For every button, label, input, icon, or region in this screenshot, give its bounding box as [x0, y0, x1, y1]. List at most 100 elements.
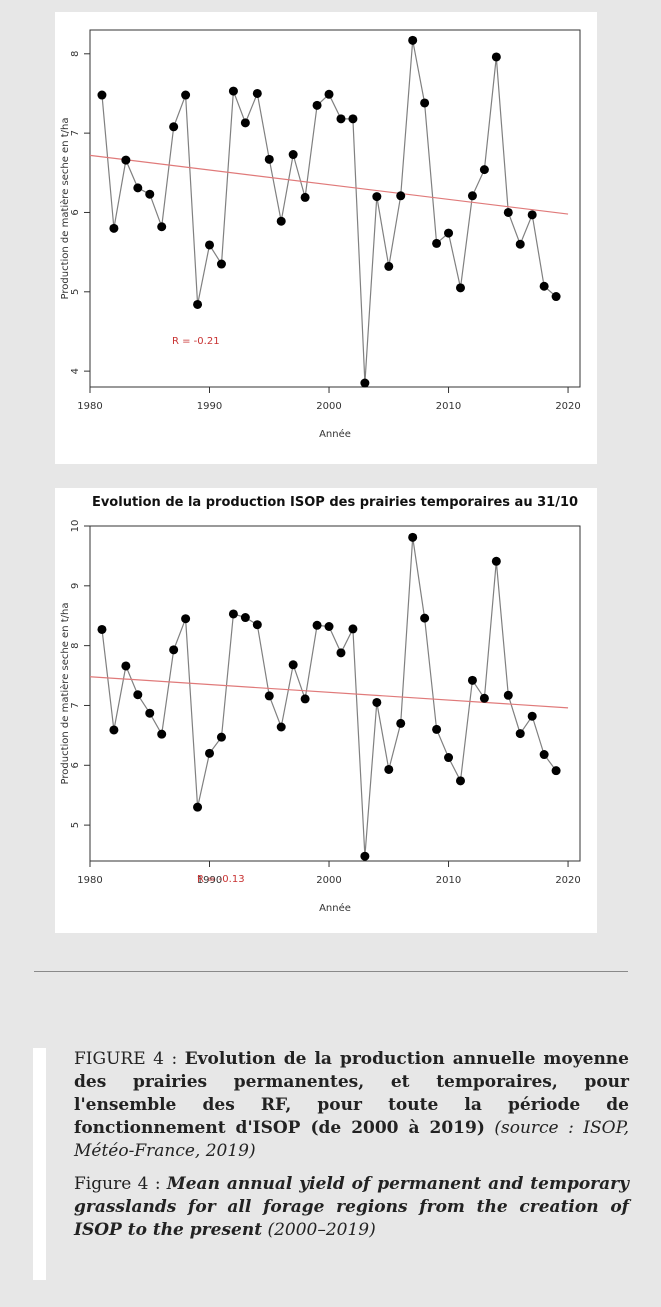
- x-tick-label: 1980: [77, 875, 102, 886]
- data-point: [515, 239, 525, 249]
- caption-en-title: Mean annual yield of permanent and tempo…: [74, 1174, 629, 1240]
- data-point: [432, 724, 442, 734]
- caption-french: FIGURE 4 : Evolution de la production an…: [74, 1048, 629, 1163]
- y-tick-label: 7: [70, 702, 81, 708]
- x-axis-label: Année: [319, 902, 351, 914]
- y-tick-label: 10: [70, 520, 81, 533]
- data-point: [121, 661, 131, 671]
- data-point: [336, 648, 346, 658]
- data-point: [384, 764, 394, 774]
- data-point: [551, 766, 561, 776]
- data-point: [467, 675, 477, 685]
- data-point: [216, 732, 226, 742]
- caption-en-prefix: Figure 4 :: [74, 1174, 167, 1194]
- data-point: [228, 609, 238, 619]
- correlation-label: R = -0.21: [172, 336, 220, 347]
- data-point: [539, 750, 549, 760]
- data-point: [216, 259, 226, 269]
- x-tick-label: 2020: [555, 875, 580, 886]
- data-point: [121, 155, 131, 165]
- y-tick-label: 5: [70, 822, 81, 828]
- data-point: [252, 88, 262, 98]
- data-point: [205, 748, 215, 758]
- y-tick-label: 4: [70, 368, 81, 374]
- data-point: [527, 210, 537, 220]
- data-point: [145, 189, 155, 199]
- data-point: [384, 261, 394, 271]
- data-point: [348, 114, 358, 124]
- data-point: [288, 150, 298, 160]
- data-point: [169, 122, 179, 132]
- data-point: [228, 86, 238, 96]
- caption-side-bar: [33, 1048, 46, 1280]
- data-point: [360, 851, 370, 861]
- data-point: [276, 216, 286, 226]
- y-tick-label: 5: [70, 289, 81, 295]
- data-point: [551, 292, 561, 302]
- data-point: [169, 645, 179, 655]
- y-tick-label: 6: [70, 209, 81, 215]
- data-point: [181, 614, 191, 624]
- data-point: [444, 228, 454, 238]
- trend-line: [89, 154, 569, 215]
- data-point: [479, 693, 489, 703]
- data-point: [372, 697, 382, 707]
- data-point: [372, 192, 382, 202]
- x-tick-label: 2010: [436, 401, 461, 412]
- data-point: [515, 729, 525, 739]
- data-point: [348, 624, 358, 634]
- caption-fr-prefix: FIGURE 4 :: [74, 1049, 185, 1069]
- trend-line: [89, 676, 569, 709]
- data-point: [109, 223, 119, 233]
- x-axis-label: Année: [319, 428, 351, 440]
- data-point: [300, 192, 310, 202]
- x-tick-label: 1990: [197, 875, 222, 886]
- data-point: [396, 191, 406, 201]
- data-point: [240, 613, 250, 623]
- x-tick-label: 1980: [77, 401, 102, 412]
- data-point: [324, 622, 334, 631]
- caption-fr-source: (source : ISOP, Météo-France, 2019): [74, 1118, 629, 1161]
- chart-panel-permanent: 1980 1990 2000 2010 2020 4 5 6 7 8 Année Production…: [55, 12, 597, 464]
- data-point: [133, 690, 143, 700]
- data-point: [432, 238, 442, 248]
- data-point: [252, 620, 262, 630]
- figure-caption: FIGURE 4 : Evolution de la production an…: [33, 1048, 629, 1280]
- x-tick-label: 2000: [316, 401, 341, 412]
- x-tick-label: 2020: [555, 401, 580, 412]
- chart-title: Evolution de la production ISOP des prai…: [92, 495, 578, 510]
- data-point: [420, 98, 430, 108]
- data-point: [455, 283, 465, 293]
- y-axis-label: Production de matière seche en t/ha: [59, 118, 71, 300]
- data-point: [312, 100, 322, 110]
- x-tick-label: 2010: [436, 875, 461, 886]
- data-point: [491, 52, 501, 62]
- data-point: [491, 556, 501, 566]
- caption-fr-title: Evolution de la production annuelle moye…: [74, 1049, 629, 1138]
- caption-en-years: (2000–2019): [262, 1220, 376, 1240]
- correlation-label: R = -0.13: [197, 874, 245, 885]
- y-tick-label: 8: [70, 51, 81, 57]
- data-point: [396, 718, 406, 728]
- data-point: [324, 89, 334, 99]
- data-point: [336, 114, 346, 124]
- data-point: [444, 753, 454, 763]
- data-point: [408, 532, 418, 542]
- data-point: [408, 35, 418, 45]
- data-point: [503, 207, 513, 217]
- y-axis-label: Production de matière seche en t/ha: [59, 603, 71, 785]
- chart-permanent-grasslands: 1980 1990 2000 2010 2020 4 5 6 7 8 Année Production…: [59, 29, 581, 440]
- data-point: [276, 722, 286, 732]
- data-point: [181, 90, 191, 100]
- data-point: [157, 729, 167, 739]
- data-point: [145, 708, 155, 718]
- data-point: [503, 690, 513, 700]
- data-point: [539, 281, 549, 291]
- chart-temporary-grasslands: Evolution de la production ISOP des prai…: [59, 495, 581, 914]
- data-point: [193, 802, 203, 812]
- data-point: [109, 725, 119, 735]
- data-point: [264, 691, 274, 701]
- caption-divider: [34, 971, 628, 972]
- data-point: [360, 378, 370, 388]
- data-point: [97, 90, 107, 100]
